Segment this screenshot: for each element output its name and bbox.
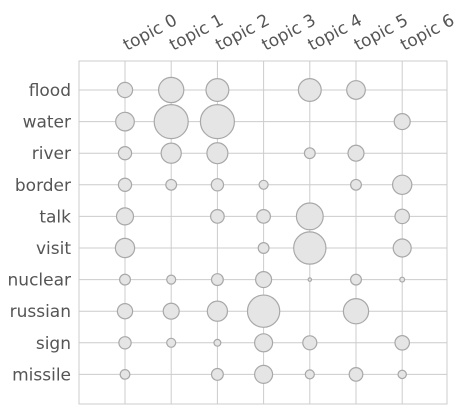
y-tick-label: flood (29, 81, 71, 101)
bubble-point (391, 174, 413, 196)
bubble-point (119, 273, 131, 286)
y-tick-label: missile (12, 365, 71, 385)
bubble-point (297, 77, 322, 103)
bubble-point (254, 333, 274, 353)
bubble-point (394, 208, 411, 225)
bubble-point (302, 335, 318, 351)
bubble-point (119, 368, 131, 380)
bubble-point (392, 238, 412, 258)
bubble-point (165, 178, 178, 191)
bubble-point (153, 103, 189, 140)
bubble-point (205, 77, 230, 103)
bubble-point (257, 242, 270, 254)
bubble-point (293, 231, 327, 265)
y-tick-label: nuclear (8, 271, 71, 291)
bubble-point (348, 367, 364, 382)
bubble-point (199, 103, 235, 140)
bubble-point (304, 369, 315, 380)
bubble-point (114, 237, 136, 259)
bubble-point (347, 144, 365, 162)
bubble-point (246, 294, 281, 328)
bubble-point (116, 81, 134, 99)
bubble-point (118, 336, 132, 350)
y-tick-label: visit (36, 239, 71, 259)
bubble-point (116, 302, 134, 320)
bubble-point (115, 207, 135, 226)
y-tick-label: russian (10, 302, 71, 322)
bubble-point (213, 338, 222, 347)
bubble-point (394, 334, 411, 351)
bubble-point (210, 178, 225, 192)
y-tick-label: sign (36, 334, 71, 354)
bubble-point (210, 367, 224, 381)
bubble-point (117, 146, 133, 161)
bubble-point (160, 142, 182, 164)
bubble-point (157, 76, 185, 104)
plot-frame (78, 60, 448, 405)
bubble-point (206, 300, 229, 322)
y-tick-label: river (32, 144, 71, 164)
bubble-point (166, 274, 177, 285)
bubble-point (256, 208, 272, 224)
bubble-point (258, 179, 269, 190)
y-tick-label: water (23, 113, 71, 133)
bubble-point (307, 277, 313, 282)
bubble-point (166, 337, 177, 348)
bubble-point (210, 273, 224, 287)
bubble-point (206, 142, 229, 165)
bubble-point (393, 113, 411, 131)
bubble-point (350, 273, 362, 286)
bubble-point (346, 80, 366, 100)
bubble-point (342, 297, 370, 325)
bubble-point (399, 276, 406, 283)
bubble-point (397, 369, 407, 380)
y-tick-label: border (15, 176, 71, 196)
bubble-point (115, 111, 135, 132)
x-tick-label: topic 6 (397, 10, 458, 55)
bubble-point (209, 208, 225, 224)
y-tick-label: talk (39, 207, 71, 227)
bubble-point (303, 147, 316, 160)
bubble-point (254, 364, 274, 384)
bubble-point (117, 177, 133, 192)
bubble-point (255, 271, 273, 289)
bubble-point (350, 178, 362, 191)
bubble-point (162, 302, 180, 320)
bubble-point (295, 202, 324, 231)
